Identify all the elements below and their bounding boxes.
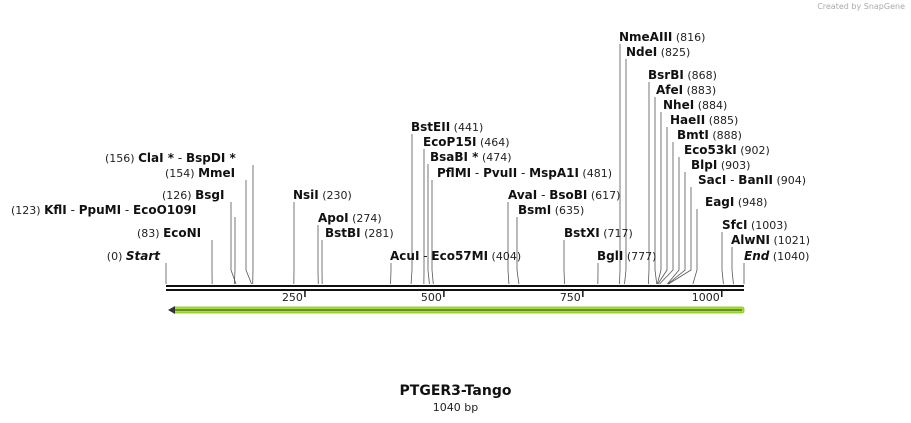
site-label-clai[interactable]: (156) ClaI * - BspDI * (105, 151, 236, 165)
site-label-nmeaiii[interactable]: NmeAIII (816) (619, 30, 705, 44)
site-label-econi[interactable]: (83) EcoNI (137, 226, 201, 240)
feature-arrow-head (168, 306, 175, 314)
site-label-kfli[interactable]: (123) KflI - PpuMI - EcoO109I (11, 203, 196, 217)
site-label-bsgi[interactable]: (126) BsgI (162, 188, 224, 202)
features-layer (168, 306, 745, 314)
site-label-nhei[interactable]: NheI (884) (663, 98, 727, 112)
site-labels: (0) Start (83) EcoNI (123) KflI - PpuMI - … (11, 30, 810, 263)
site-leader-lines (165, 44, 745, 285)
leader-nhei (656, 112, 662, 285)
leader-pflmi (431, 180, 434, 285)
leader-bsrbi (648, 82, 650, 285)
site-label-bsteii[interactable]: BstEII (441) (411, 120, 483, 134)
leader-bsteii (410, 134, 413, 285)
tick-label-750: 750 (560, 291, 581, 304)
site-label-afei[interactable]: AfeI (883) (656, 83, 716, 97)
site-label-avai[interactable]: AvaI - BsoBI (617) (508, 188, 620, 202)
leader-mmei (245, 180, 252, 285)
site-label-pflmi[interactable]: PflMI - PvuII - MspA1I (481) (437, 166, 612, 180)
snapgene-credit: Created by SnapGene (817, 2, 905, 11)
tick-label-250: 250 (282, 291, 303, 304)
dna-backbone (166, 285, 744, 291)
leader-eco53ki (666, 157, 680, 285)
site-label-alwni[interactable]: AlwNI (1021) (731, 233, 810, 247)
site-label-nsii[interactable]: NsiI (230) (293, 188, 352, 202)
plasmid-title: PTGER3-Tango (399, 383, 512, 399)
leader-bmti (659, 142, 674, 285)
leader-eagi (692, 209, 698, 285)
site-label-ndei[interactable]: NdeI (825) (626, 45, 690, 59)
leader-sfci (721, 232, 724, 285)
leader-haeii (657, 127, 668, 285)
site-label-ecop15i[interactable]: EcoP15I (464) (423, 135, 510, 149)
leader-blpi (667, 172, 686, 285)
site-label-eagi[interactable]: EagI (948) (705, 195, 767, 209)
site-label-mmei[interactable]: (154) MmeI (165, 166, 235, 180)
tick-label-1000: 1000 (692, 291, 720, 304)
ruler-ticks: 250 500 750 1000 (282, 291, 723, 304)
site-label-saci[interactable]: SacI - BanII (904) (698, 173, 806, 187)
tick-label-500: 500 (421, 291, 442, 304)
site-label-end[interactable]: End (1040) (744, 249, 809, 263)
site-label-bsabi[interactable]: BsaBI * (474) (430, 150, 512, 164)
site-label-bsmi[interactable]: BsmI (635) (518, 203, 584, 217)
site-label-bmti[interactable]: BmtI (888) (677, 128, 742, 142)
site-label-eco53ki[interactable]: Eco53kI (902) (684, 143, 770, 157)
site-label-acui[interactable]: AcuI - Eco57MI (404) (390, 249, 521, 263)
plasmid-size: 1040 bp (432, 401, 479, 414)
leader-alwni (731, 247, 734, 285)
leader-kfli (233, 217, 236, 285)
site-label-blpi[interactable]: BlpI (903) (691, 158, 750, 172)
leader-afei (654, 97, 658, 285)
leader-bsgi (230, 202, 237, 285)
site-label-bstbi[interactable]: BstBI (281) (325, 226, 394, 240)
site-label-haeii[interactable]: HaeII (885) (670, 113, 738, 127)
leader-ndei (624, 59, 627, 285)
site-label-bstxi[interactable]: BstXI (717) (564, 226, 633, 240)
leader-bsabi (427, 164, 430, 285)
site-label-start[interactable]: (0) Start (107, 249, 161, 263)
site-label-sfci[interactable]: SfcI (1003) (722, 218, 788, 232)
leader-bsmi (516, 217, 520, 285)
site-label-apoi[interactable]: ApoI (274) (318, 211, 382, 225)
leader-saci (668, 187, 692, 285)
site-label-bgli[interactable]: BglI (777) (597, 249, 656, 263)
site-label-bsrbi[interactable]: BsrBI (868) (648, 68, 717, 82)
leader-avai (507, 202, 510, 285)
